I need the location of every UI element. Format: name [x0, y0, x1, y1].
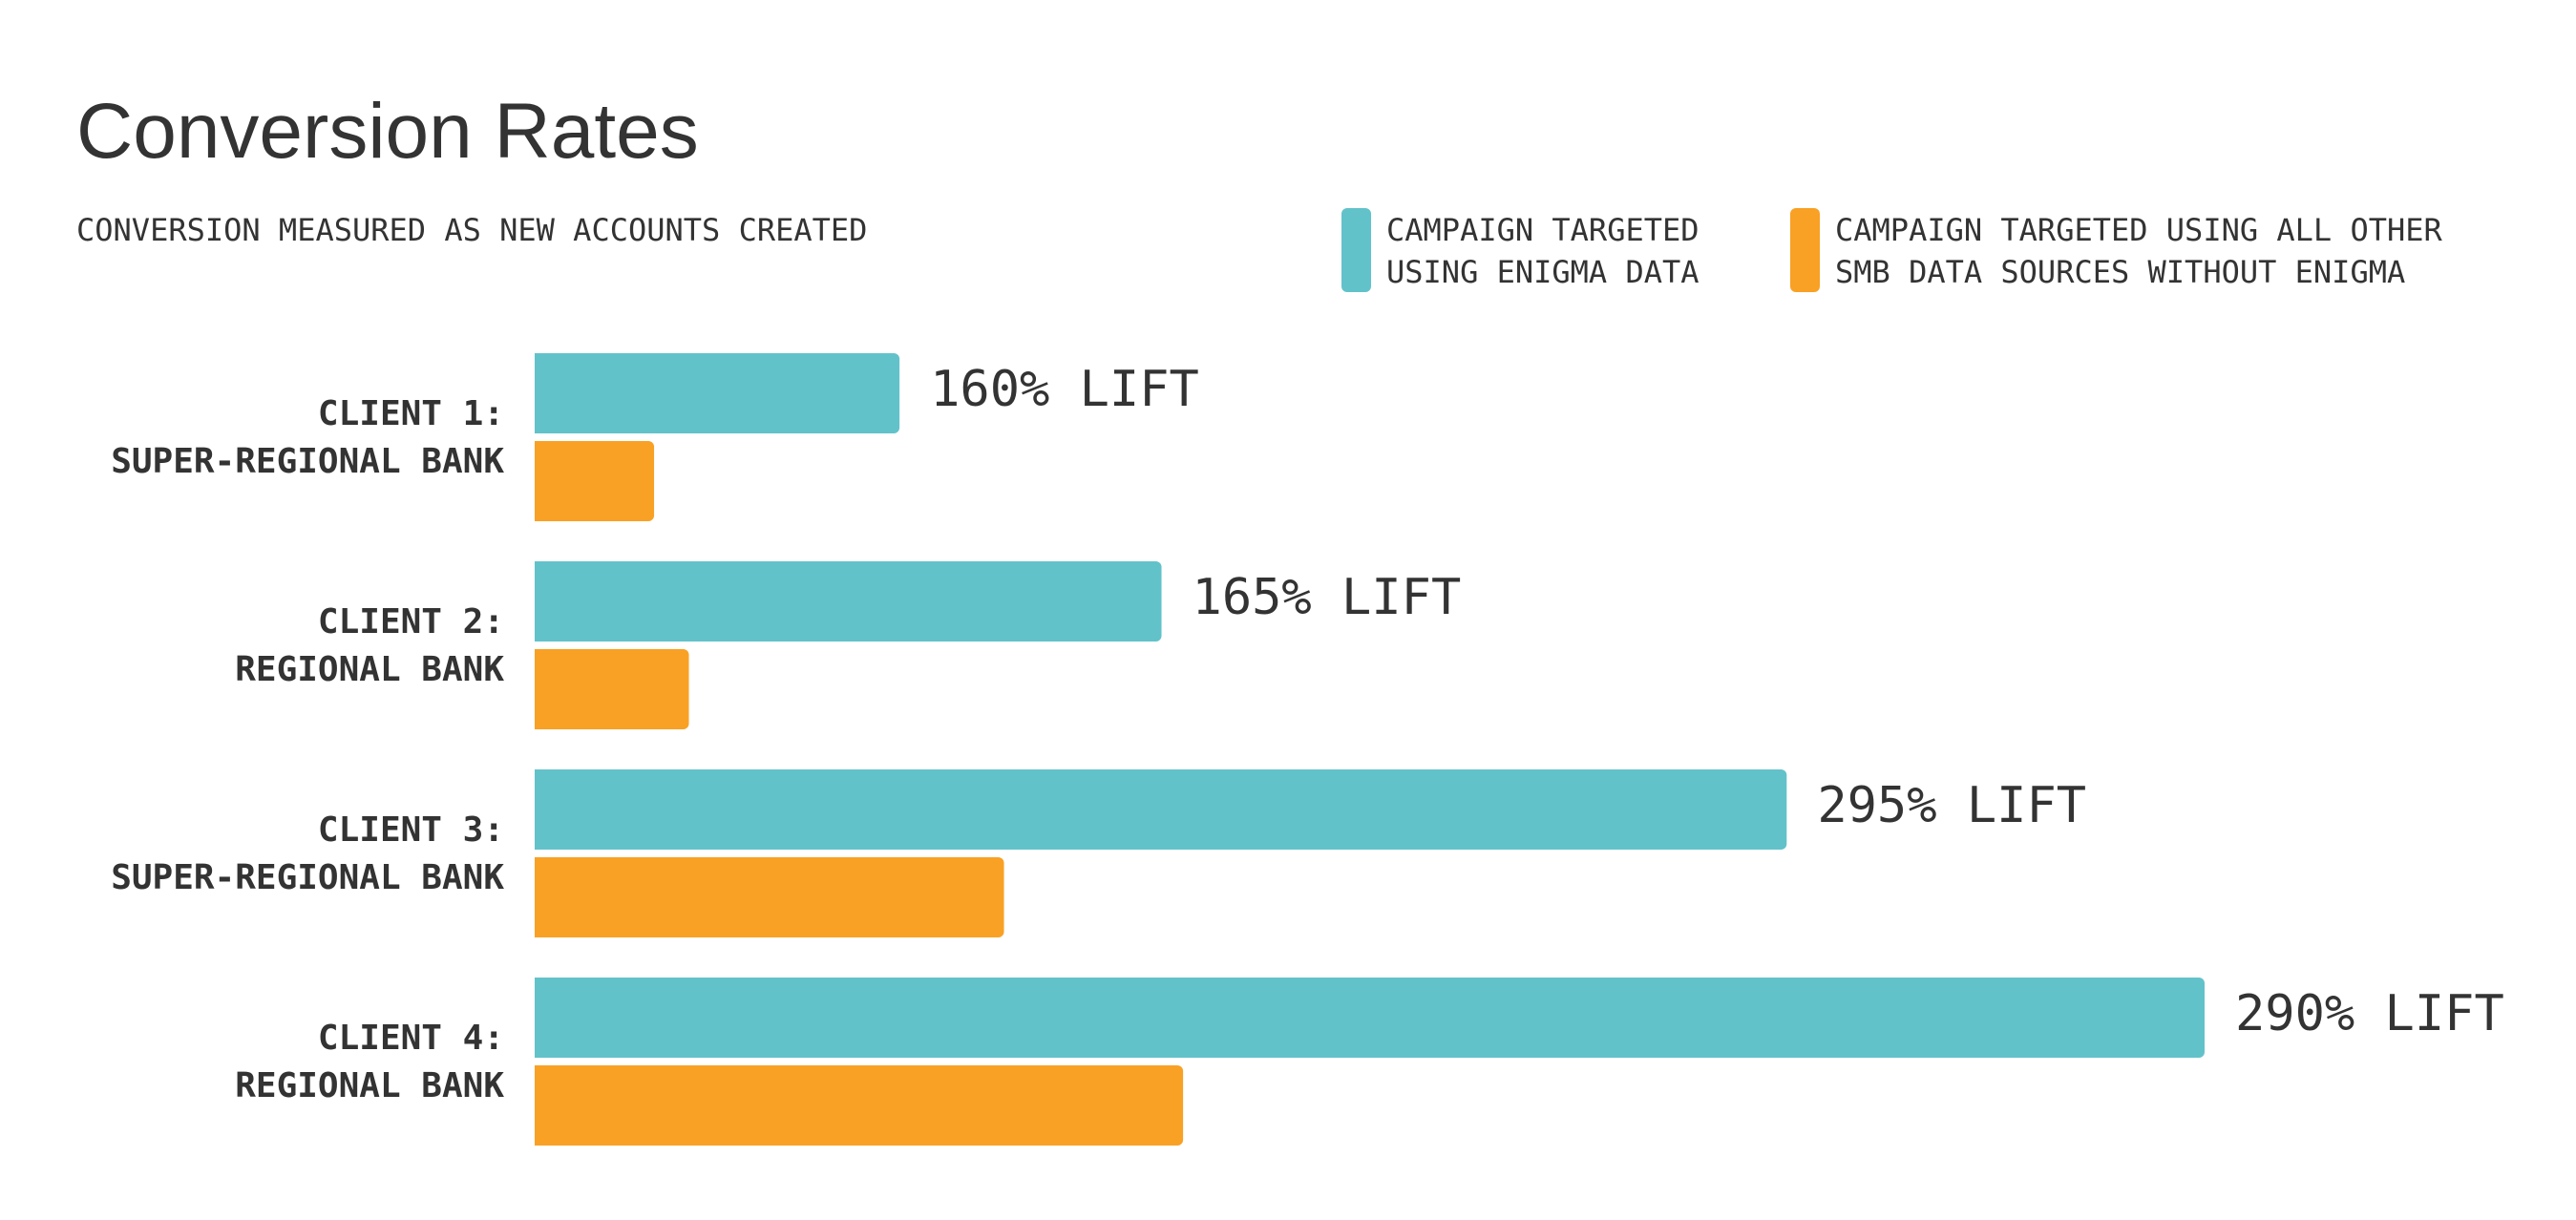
bar-other-sources-client-2 [535, 649, 689, 729]
legend: CAMPAIGN TARGETED USING ENIGMA DATA CAMP… [1341, 208, 2460, 292]
category-label-client-1: CLIENT 1: SUPER-REGIONAL BANK [111, 394, 504, 481]
bar-enigma-client-2 [535, 561, 1162, 642]
bar-enigma-client-3 [535, 769, 1787, 850]
category-label-line: SUPER-REGIONAL BANK [111, 858, 504, 897]
bar-baseline-edge [535, 441, 542, 521]
lift-label-client-3: 295% LIFT [1817, 777, 2086, 834]
bar-baseline-edge [535, 353, 542, 433]
bar-other-sources-client-4 [535, 1065, 1184, 1146]
category-label-line: CLIENT 1: [318, 394, 504, 433]
chart-subtitle: CONVERSION MEASURED AS NEW ACCOUNTS CREA… [76, 212, 867, 248]
category-label-line: CLIENT 2: [318, 602, 504, 642]
legend-label-enigma: CAMPAIGN TARGETED USING ENIGMA DATA [1386, 212, 1718, 290]
plot-area: CLIENT 1: SUPER-REGIONAL BANK 160% LIFT CLI… [111, 353, 2504, 1146]
category-label-client-4: CLIENT 4: REGIONAL BANK [235, 1019, 504, 1105]
category-label-line: REGIONAL BANK [235, 650, 504, 689]
legend-label-other-sources-line-1: CAMPAIGN TARGETED USING ALL OTHER [1835, 212, 2443, 248]
category-label-client-2: CLIENT 2: REGIONAL BANK [235, 602, 504, 689]
bar-other-sources-client-3 [535, 857, 1004, 937]
bar-enigma-client-1 [535, 353, 900, 433]
category-label-line: SUPER-REGIONAL BANK [111, 442, 504, 481]
category-label-client-3: CLIENT 3: SUPER-REGIONAL BANK [111, 810, 504, 897]
category-label-line: REGIONAL BANK [235, 1066, 504, 1105]
legend-label-other-sources: CAMPAIGN TARGETED USING ALL OTHER SMB DA… [1835, 212, 2460, 290]
bar-baseline-edge [535, 649, 542, 729]
lift-label-client-4: 290% LIFT [2235, 985, 2504, 1042]
category-label-line: CLIENT 3: [318, 810, 504, 850]
legend-swatch-enigma [1341, 208, 1371, 292]
bar-baseline-edge [535, 978, 542, 1058]
bar-baseline-edge [535, 1065, 542, 1146]
legend-label-enigma-line-2: USING ENIGMA DATA [1386, 254, 1700, 290]
bar-other-sources-client-1 [535, 441, 655, 521]
bar-enigma-client-4 [535, 978, 2205, 1058]
lift-label-client-2: 165% LIFT [1193, 569, 1462, 626]
category-label-line: CLIENT 4: [318, 1019, 504, 1058]
bar-baseline-edge [535, 857, 542, 937]
legend-label-other-sources-line-2: SMB DATA SOURCES WITHOUT ENIGMA [1835, 254, 2405, 290]
lift-label-client-1: 160% LIFT [930, 361, 1199, 418]
chart-title: Conversion Rates [76, 88, 699, 175]
legend-label-enigma-line-1: CAMPAIGN TARGETED [1386, 212, 1700, 248]
bar-baseline-edge [535, 561, 542, 642]
bar-baseline-edge [535, 769, 542, 850]
legend-swatch-other-sources [1790, 208, 1820, 292]
